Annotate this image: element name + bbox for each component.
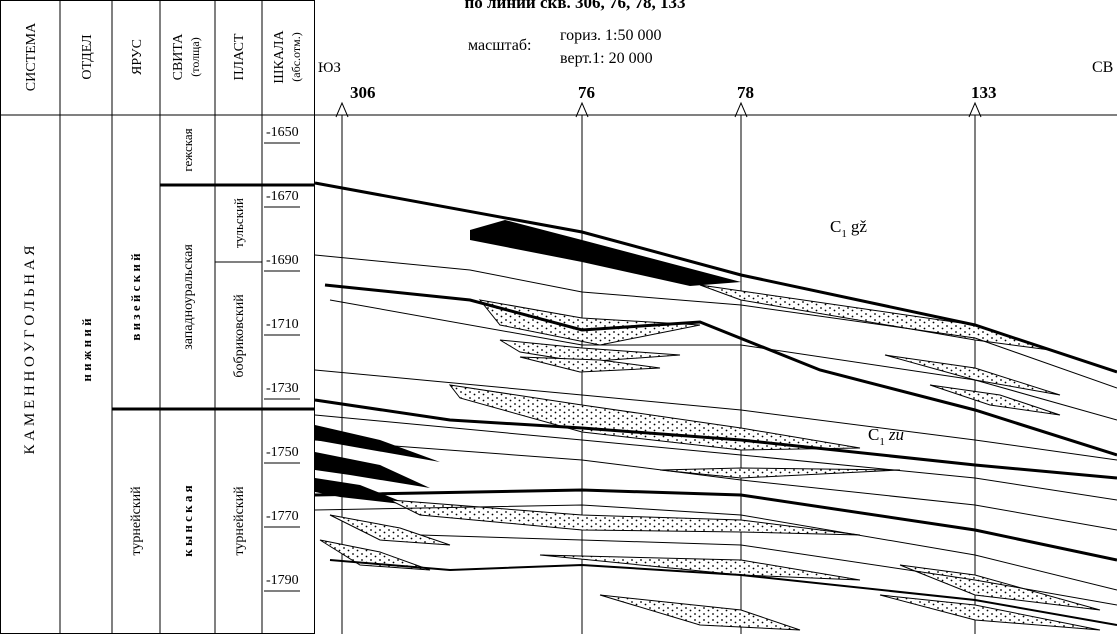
column-header: ШКАЛА [272, 30, 287, 84]
well-marker [575, 101, 589, 118]
bed: тульский [231, 198, 246, 248]
scale-tick-label: -1730 [266, 381, 299, 396]
well-label: 306 [350, 83, 376, 102]
stage: турнейский [129, 486, 144, 556]
formation-label: C1 zu [868, 425, 904, 448]
series: н и ж н и й [79, 318, 94, 382]
direction-sw: ЮЗ [318, 60, 341, 76]
scale-tick-label: -1770 [266, 509, 299, 524]
well-marker [968, 101, 982, 118]
formation: гежская [180, 128, 195, 171]
column-header: СИСТЕМА [24, 22, 39, 91]
system: К А М Е Н Н О У Г О Л Ь Н А Я [22, 246, 38, 455]
column-header-sub: (толща) [188, 37, 202, 76]
geology [314, 181, 1117, 631]
scale-tick-label: -1790 [266, 573, 299, 588]
scale-tick-label: -1750 [266, 445, 299, 460]
bed: турнейский [232, 486, 247, 556]
column-header-sub: (абс.отм.) [289, 32, 303, 81]
scale-tick-label: -1690 [266, 253, 299, 268]
horizontal-scale: гориз. 1:50 000 [560, 27, 662, 44]
scale-label: масштаб: [468, 37, 531, 54]
vertical-scale: верт.1: 20 000 [560, 50, 653, 67]
scale-tick-label: -1710 [266, 317, 299, 332]
column-header: СВИТА [171, 33, 186, 81]
column-header: ОТДЕЛ [80, 34, 95, 80]
well-marker [335, 101, 349, 118]
well-label: 78 [737, 83, 754, 102]
title: по линии скв. 306, 76, 78, 133 [464, 0, 685, 12]
bed: бобриковский [232, 294, 247, 378]
well-label: 76 [578, 83, 595, 102]
direction-ne: СВ [1092, 59, 1113, 76]
formation-label: C1 gž [830, 217, 867, 240]
column-header: ПЛАСТ [232, 33, 247, 80]
formation: западноуральская [181, 244, 196, 350]
scale-tick-label: -1650 [266, 125, 299, 140]
formation: к ы н с к а я [180, 485, 195, 556]
column-header: ЯРУС [130, 39, 145, 75]
stage: в и з е й с к и й [128, 253, 143, 341]
well-label: 133 [971, 83, 997, 102]
well-marker [734, 101, 748, 118]
scale-tick-label: -1670 [266, 189, 299, 204]
